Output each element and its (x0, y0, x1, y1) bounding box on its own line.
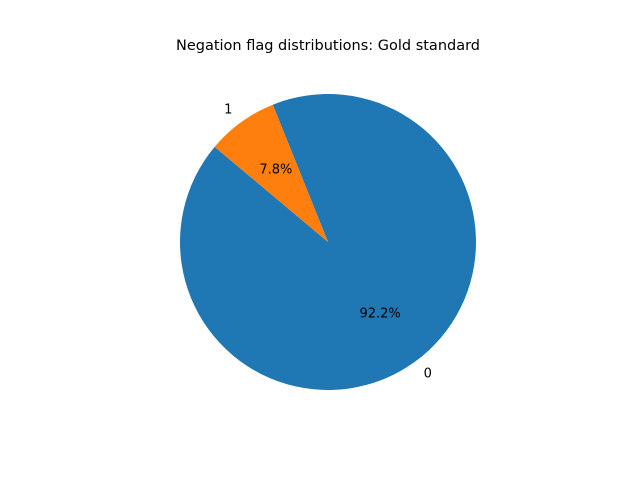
pie-slice-0 (180, 93, 477, 390)
category-label-1: 1 (224, 103, 232, 118)
pie-slice-1 (214, 104, 328, 242)
percent-label-0: 92.2% (359, 306, 400, 321)
category-label-0: 0 (424, 366, 432, 381)
percent-label-1: 7.8% (259, 163, 292, 178)
chart-title: Negation flag distributions: Gold standa… (176, 38, 480, 54)
pie-labels: 0 92.2% 1 7.8% (224, 103, 432, 382)
pie-slices (180, 93, 477, 390)
